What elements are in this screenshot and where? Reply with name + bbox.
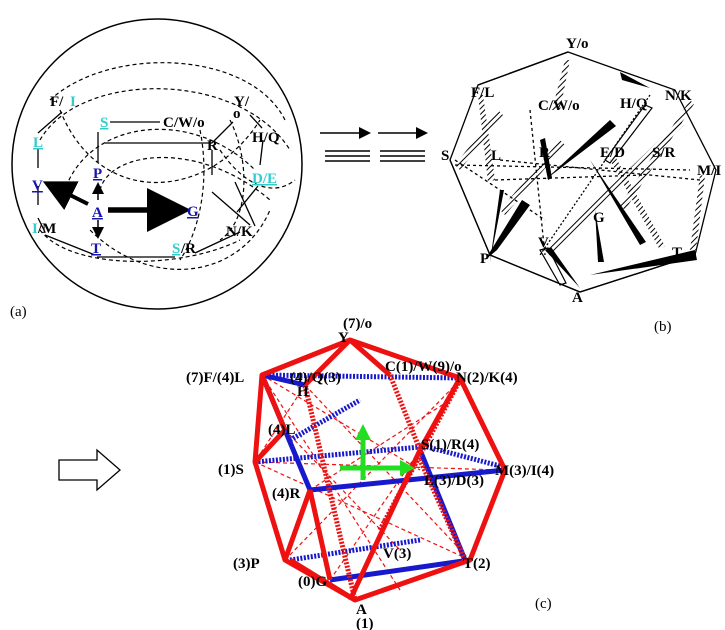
label-c-P: (3)P — [233, 556, 260, 572]
label-b-G: G — [593, 210, 605, 226]
label-b-L: L — [491, 148, 501, 164]
panel-b: Y/o F/L C/W/o H/Q N/K M/I S L R E/D S/R … — [441, 36, 721, 335]
label-a-HQ: H/Q — [252, 130, 280, 146]
label-a-I2: I — [32, 221, 38, 237]
label-b-S: S — [441, 148, 449, 164]
label-b-V: V — [538, 235, 549, 251]
label-b-R: R — [539, 145, 550, 161]
label-b-P: P — [480, 251, 489, 267]
label-a-V: V — [32, 178, 43, 194]
label-b-F: F/L — [471, 85, 494, 101]
label-b-E: E/D — [600, 145, 625, 161]
label-b-H: H/Q — [620, 96, 648, 112]
label-b-SR: S/R — [652, 145, 676, 161]
label-a-P: P — [93, 166, 102, 182]
transition-arrows — [320, 127, 428, 162]
label-c-M: M(3)/I(4) — [495, 463, 554, 479]
caption-c: (c) — [535, 596, 552, 612]
label-c-G: (0)G — [298, 574, 327, 590]
label-a-R: R — [207, 138, 218, 154]
label-c-SR: S(1)/R(4) — [421, 437, 479, 453]
label-a-CWo: C/W/o — [163, 115, 205, 131]
panel-a: F/ I S C/W/o Y/ o H/Q L P R D/E V A G I … — [10, 18, 303, 320]
label-c-H4: (4)/Q(3) — [290, 370, 341, 386]
label-c-E: E(3)/D(3) — [424, 473, 484, 489]
label-c-F: (7)F/(4)L — [186, 370, 244, 386]
label-b-C: C/W/o — [538, 98, 580, 114]
label-a-DE: D/E — [252, 171, 277, 187]
label-a-T: T — [91, 241, 101, 257]
panel-c: (7)/o Y (7)F/(4)L (4)/Q(3) H C(1)/W(9)/o… — [186, 316, 554, 630]
label-c-V: V(3) — [383, 546, 411, 562]
label-b-Y: Y/o — [566, 36, 589, 52]
label-b-N: N/K — [665, 88, 692, 104]
label-a-S: S — [100, 115, 108, 131]
label-c-L: (4)L — [268, 422, 296, 438]
label-a-o: o — [233, 106, 241, 122]
label-a-R2: /R — [180, 241, 196, 257]
label-a-I1: I — [70, 94, 76, 110]
label-a-S2: S — [172, 241, 180, 257]
label-c-R: (4)R — [272, 486, 300, 502]
label-b-M: M/I — [697, 163, 721, 179]
caption-b: (b) — [654, 319, 672, 335]
label-c-A: A — [356, 602, 367, 618]
label-a-L: L — [33, 135, 43, 151]
label-a-A: A — [92, 205, 103, 221]
label-c-A1: (1) — [356, 616, 374, 630]
label-b-T: T — [672, 245, 682, 261]
hollow-arrow — [58, 448, 121, 492]
label-c-H: H — [297, 384, 309, 400]
label-a-M: /M — [37, 221, 56, 237]
label-a-F: F/ — [50, 94, 64, 110]
label-c-S: (1)S — [218, 462, 244, 478]
caption-a: (a) — [10, 304, 27, 320]
label-c-Y7: (7)/o — [343, 316, 372, 332]
label-a-Y: Y/ — [234, 94, 250, 110]
label-c-Y: Y — [338, 330, 349, 346]
label-c-C: C(1)/W(9)/o — [385, 359, 462, 375]
label-c-T: T(2) — [463, 556, 491, 572]
label-a-NK: N/K — [226, 224, 253, 240]
label-b-A: A — [572, 290, 583, 306]
label-a-G: G — [187, 204, 199, 220]
label-c-N: N(2)/K(4) — [456, 370, 518, 386]
